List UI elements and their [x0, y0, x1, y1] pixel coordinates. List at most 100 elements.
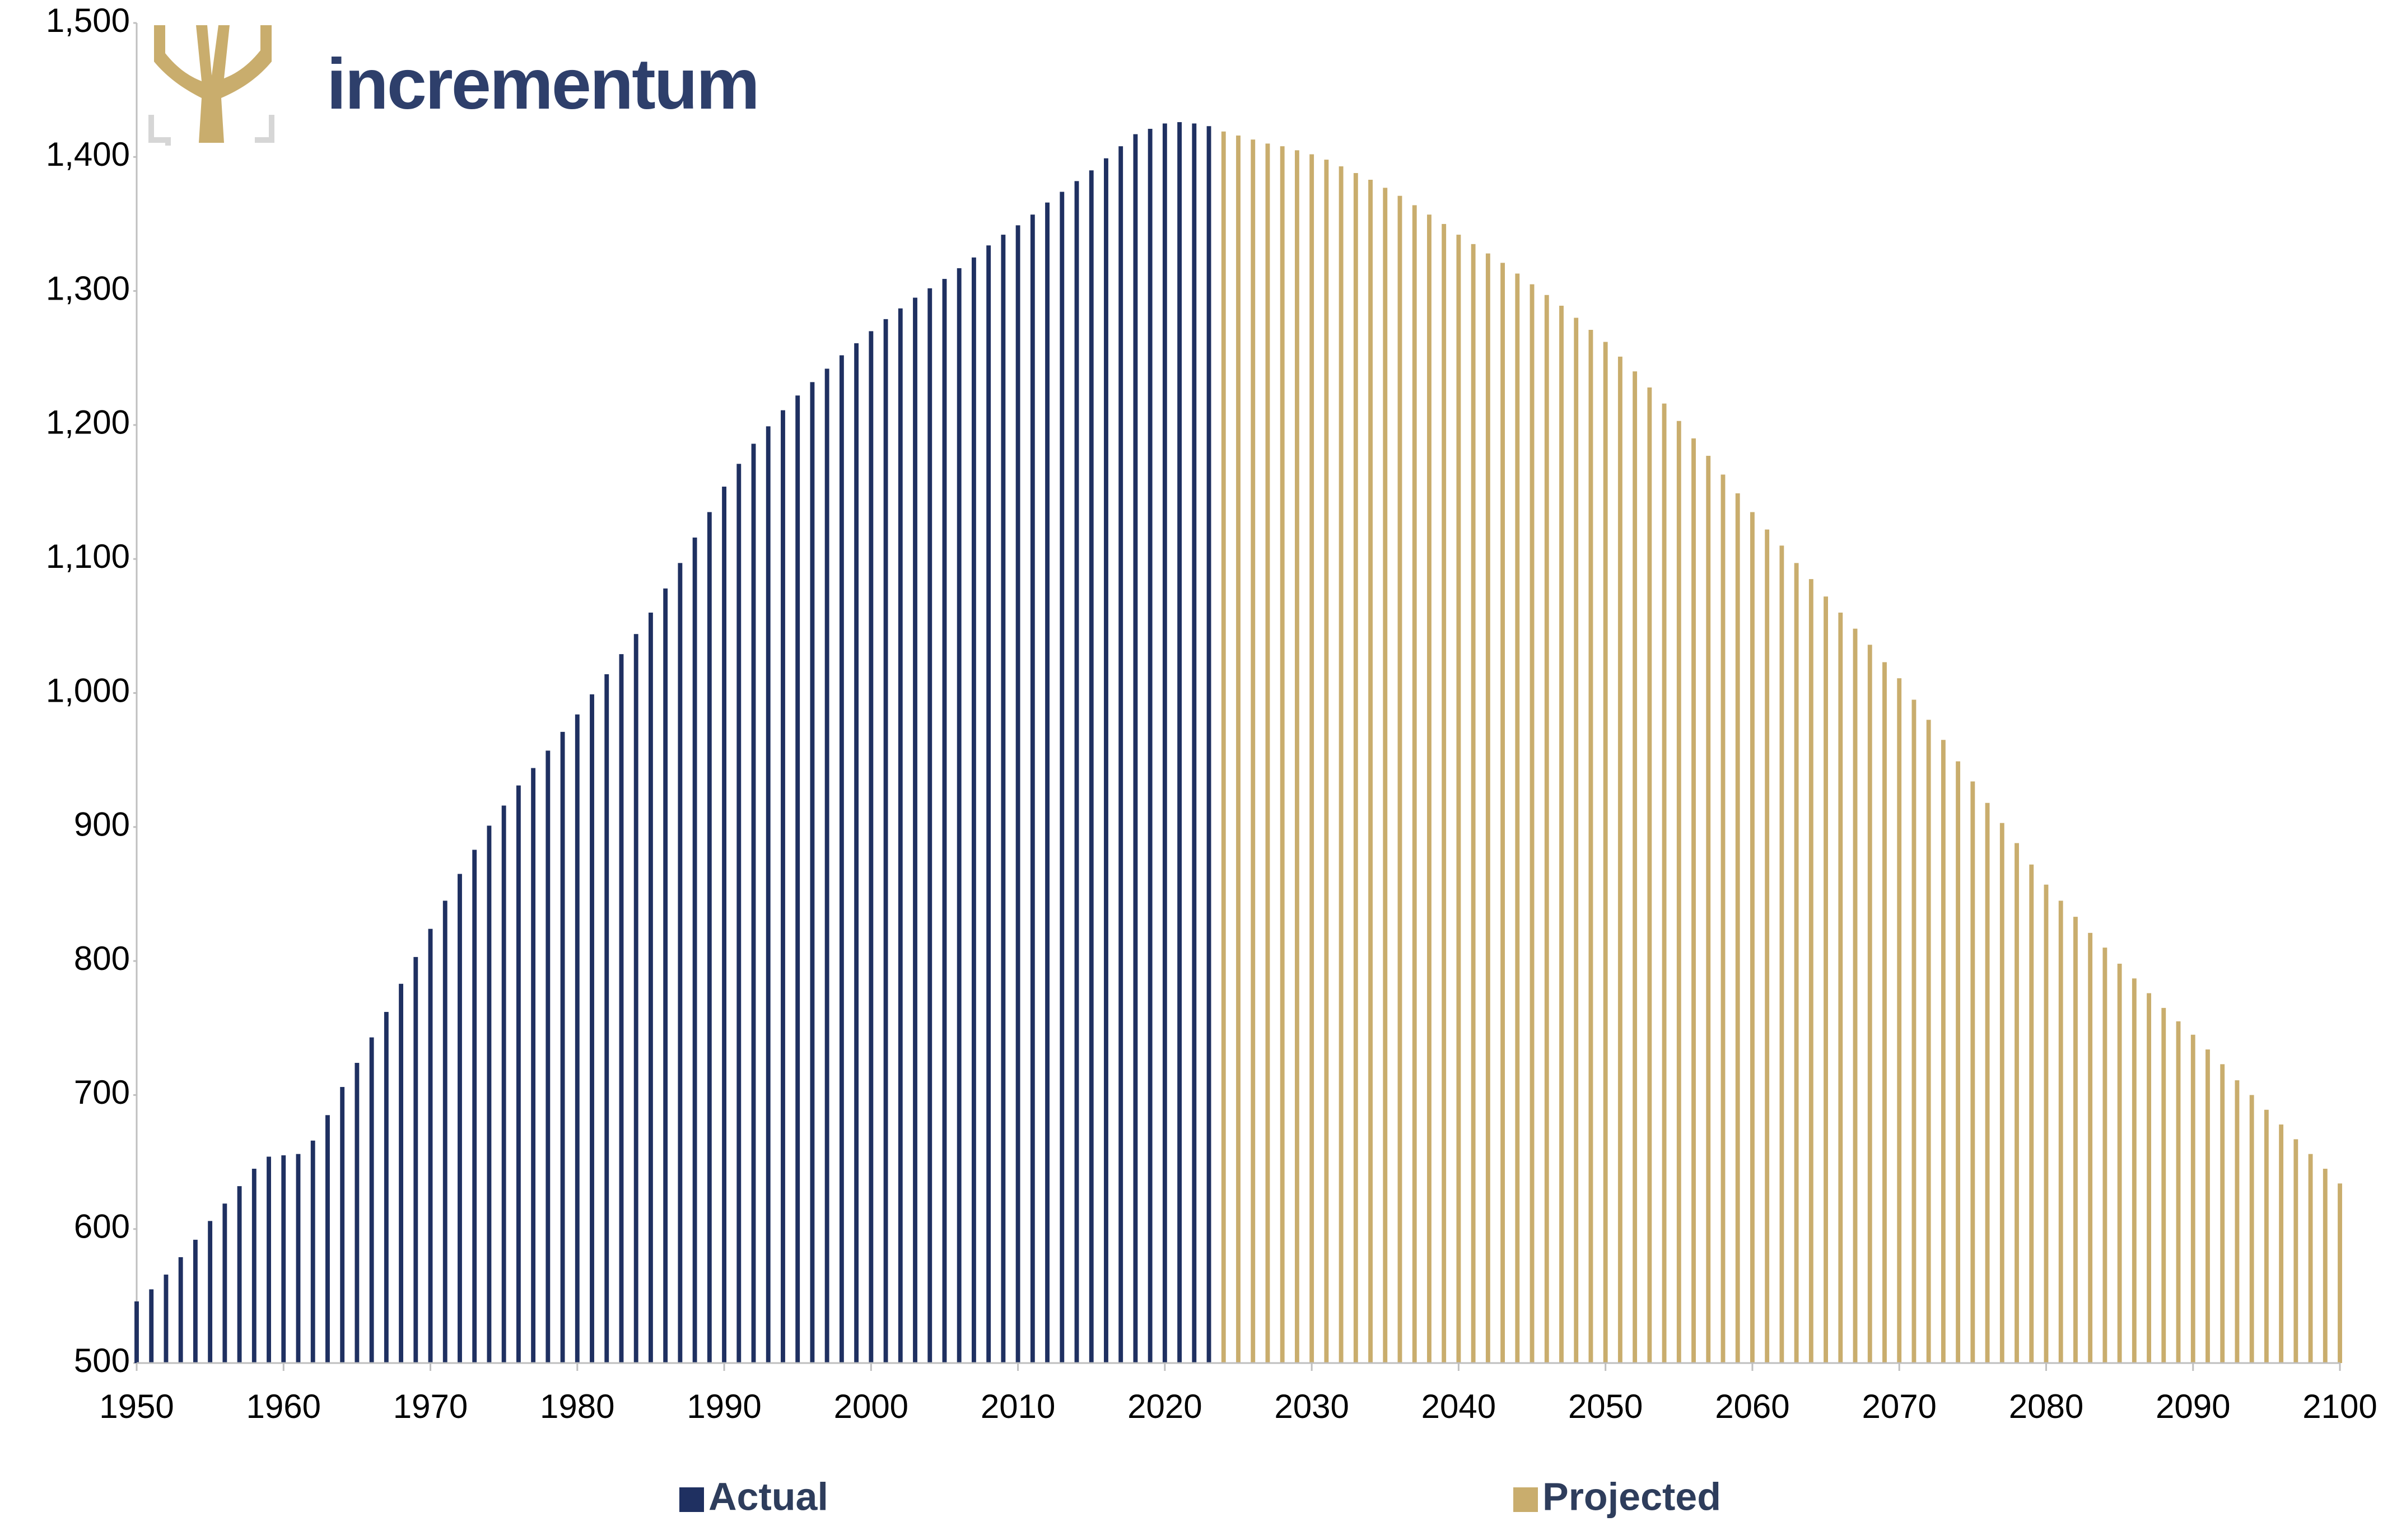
bar [2088, 932, 2093, 1363]
y-tick-label: 700 [74, 1074, 130, 1111]
bar [1544, 295, 1549, 1363]
bar [619, 654, 624, 1363]
y-tick-label: 1,200 [46, 404, 130, 441]
bar [1633, 371, 1638, 1364]
bar [2279, 1124, 2284, 1363]
bar [1148, 129, 1153, 1364]
x-tick-label: 1970 [393, 1388, 468, 1425]
bar [545, 750, 551, 1363]
bar [1574, 318, 1579, 1364]
legend-swatch [1513, 1487, 1538, 1512]
bar [1911, 699, 1917, 1363]
bar [1897, 678, 1902, 1363]
bar [281, 1155, 286, 1363]
y-tick-label: 1,500 [46, 2, 130, 39]
x-tick-label: 2040 [1421, 1388, 1496, 1425]
x-tick-label: 1990 [687, 1388, 761, 1425]
legend-label: Actual [708, 1474, 828, 1518]
bar [369, 1037, 374, 1363]
bar [399, 983, 404, 1363]
bar [1926, 720, 1931, 1363]
bar [590, 694, 594, 1363]
bar [413, 956, 418, 1363]
x-tick-label: 1950 [99, 1388, 174, 1425]
bar [1515, 273, 1520, 1364]
bar [134, 1301, 139, 1363]
bar [1427, 214, 1432, 1364]
bar [2117, 963, 2122, 1363]
bar [237, 1186, 242, 1363]
bar [869, 331, 874, 1363]
bar [1324, 160, 1329, 1364]
bar [1118, 146, 1123, 1363]
bar [1676, 421, 1681, 1364]
bar [178, 1257, 183, 1363]
bar [1838, 612, 1843, 1363]
y-tick-label: 1,300 [46, 269, 130, 307]
bar [1941, 740, 1946, 1363]
bar [2029, 864, 2034, 1363]
bar [678, 563, 683, 1363]
bar [1192, 123, 1197, 1363]
bar [1339, 166, 1344, 1363]
bar [1177, 122, 1182, 1363]
bar [1221, 131, 1226, 1363]
bar [2190, 1034, 2195, 1363]
bar [251, 1169, 257, 1363]
bar [267, 1156, 271, 1363]
bar [927, 288, 932, 1364]
bar [208, 1221, 213, 1363]
x-tick-label: 2080 [2009, 1388, 2083, 1425]
legend-label: Projected [1542, 1474, 1721, 1518]
bar [531, 768, 536, 1363]
bar [1647, 387, 1652, 1363]
bar [149, 1289, 154, 1363]
bar [1368, 179, 1373, 1364]
x-tick-label: 2100 [2302, 1388, 2377, 1425]
bar [1662, 403, 1667, 1363]
bar [2132, 978, 2137, 1363]
bar [384, 1012, 389, 1363]
bar [1074, 181, 1079, 1363]
bar [2044, 884, 2049, 1363]
bar [516, 785, 521, 1363]
bar [1706, 455, 1711, 1364]
bar [355, 1062, 360, 1363]
bar [2264, 1109, 2269, 1363]
bar [1853, 628, 1858, 1363]
bar [854, 343, 859, 1363]
bar [1750, 512, 1755, 1363]
bar [2058, 900, 2063, 1363]
bar [487, 825, 492, 1363]
logo-text: incrementum [327, 44, 758, 124]
bar [1133, 134, 1138, 1364]
bar [1720, 474, 1726, 1364]
bar [781, 410, 785, 1363]
bar [1104, 158, 1108, 1364]
bar [1559, 305, 1564, 1363]
bar [340, 1087, 345, 1363]
bar [810, 382, 815, 1363]
bar [2073, 917, 2078, 1363]
bar [1162, 123, 1167, 1363]
x-tick-label: 2020 [1127, 1388, 1202, 1425]
bar [1236, 136, 1241, 1364]
bar [883, 319, 888, 1363]
bar [1309, 154, 1314, 1364]
bar [736, 464, 742, 1363]
bar [2161, 1007, 2166, 1363]
bar [1442, 223, 1447, 1364]
bar [633, 634, 638, 1363]
bar [1030, 214, 1035, 1364]
x-tick-label: 2090 [2156, 1388, 2230, 1425]
bar [310, 1140, 315, 1363]
bar [1882, 662, 1887, 1363]
x-tick-label: 2010 [981, 1388, 1055, 1425]
bar [1867, 645, 1872, 1363]
bar [1485, 253, 1490, 1364]
x-tick-label: 1960 [246, 1388, 321, 1425]
bar [795, 395, 800, 1363]
bar [1471, 244, 1476, 1364]
bar [766, 426, 771, 1364]
bar [2235, 1080, 2240, 1363]
